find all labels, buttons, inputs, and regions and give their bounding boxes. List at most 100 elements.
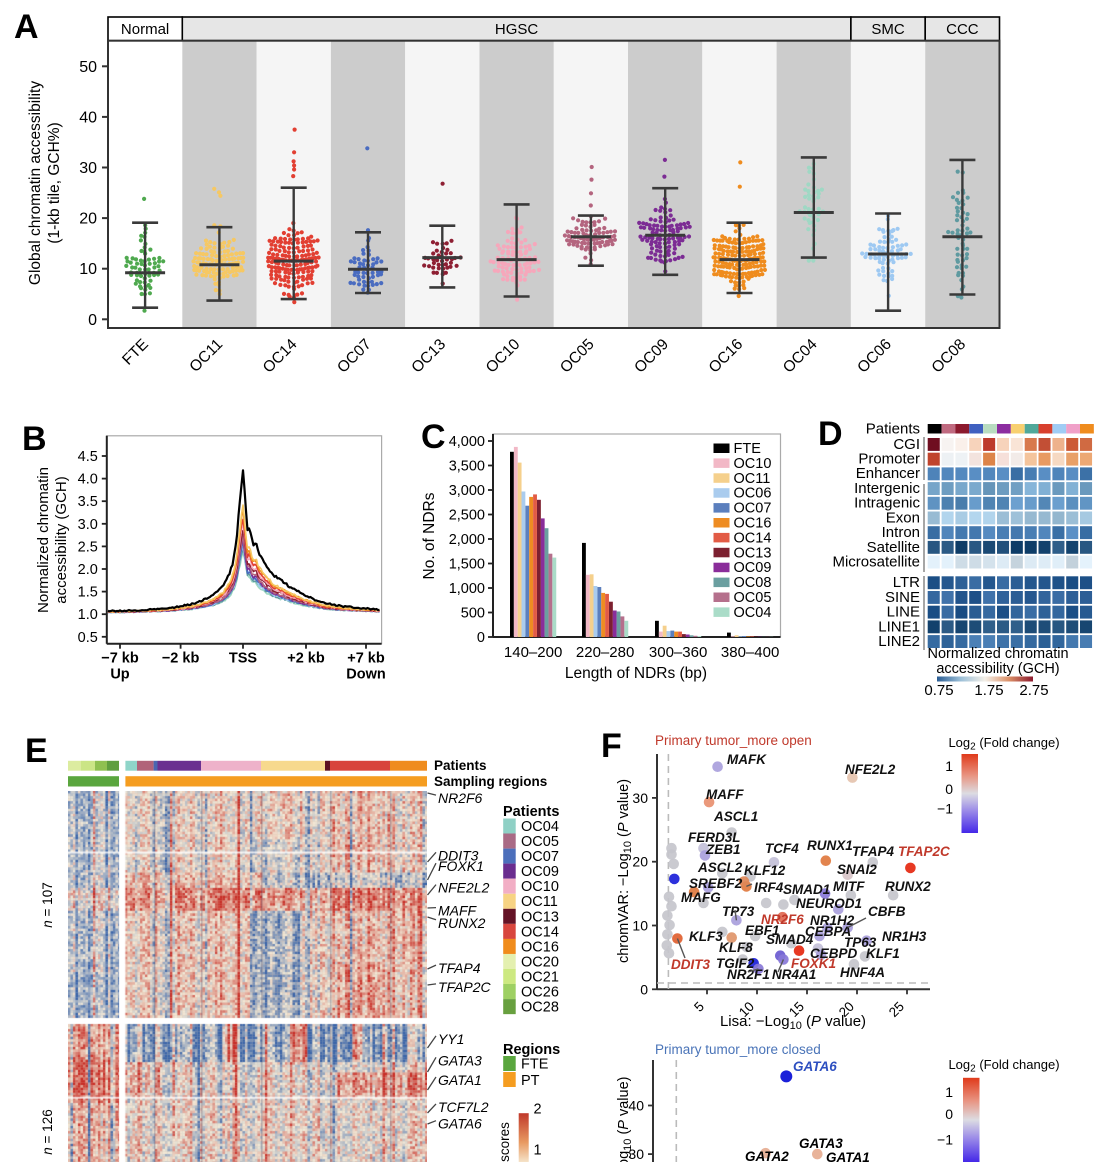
svg-text:SNAI2: SNAI2 xyxy=(837,862,877,877)
svg-text:GATA3: GATA3 xyxy=(799,1136,843,1151)
svg-text:500: 500 xyxy=(461,606,485,622)
svg-text:accessibility (GCH): accessibility (GCH) xyxy=(53,476,70,604)
svg-text:1,500: 1,500 xyxy=(449,557,485,573)
svg-text:OC06: OC06 xyxy=(854,336,895,377)
svg-text:OC10: OC10 xyxy=(521,879,559,895)
svg-text:No. of NDRs: No. of NDRs xyxy=(421,492,438,579)
svg-text:20: 20 xyxy=(632,854,648,870)
svg-text:OC20: OC20 xyxy=(521,955,559,971)
svg-text:LINE: LINE xyxy=(887,604,920,621)
svg-text:10: 10 xyxy=(79,261,97,278)
svg-text:OC04: OC04 xyxy=(780,336,821,377)
svg-text:GATA6: GATA6 xyxy=(793,1059,837,1074)
svg-text:TP73: TP73 xyxy=(722,904,755,919)
svg-text:KLF12: KLF12 xyxy=(744,863,786,878)
svg-text:EBF1: EBF1 xyxy=(745,923,780,938)
svg-text:OC08: OC08 xyxy=(734,575,772,591)
svg-text:DDIT3: DDIT3 xyxy=(671,957,710,972)
svg-text:C: C xyxy=(421,418,446,456)
svg-text:Down: Down xyxy=(346,667,385,683)
svg-text:OC11: OC11 xyxy=(521,894,558,910)
svg-text:SMC: SMC xyxy=(871,21,905,38)
svg-text:OC16: OC16 xyxy=(521,939,559,955)
svg-text:LTR: LTR xyxy=(893,574,920,591)
svg-text:Primary tumor_more open: Primary tumor_more open xyxy=(655,733,812,748)
svg-text:MAFF: MAFF xyxy=(706,787,744,802)
svg-text:30: 30 xyxy=(79,160,97,177)
svg-text:OC04: OC04 xyxy=(734,605,772,621)
svg-text:1: 1 xyxy=(534,1143,542,1159)
svg-text:4,000: 4,000 xyxy=(449,434,485,450)
svg-text:OC16: OC16 xyxy=(706,336,747,377)
svg-text:1: 1 xyxy=(945,758,953,774)
svg-text:GATA1: GATA1 xyxy=(438,1072,482,1088)
svg-text:30: 30 xyxy=(628,1146,644,1162)
svg-text:TGIF2: TGIF2 xyxy=(716,956,755,971)
svg-text:Global chromatin accessibility: Global chromatin accessibility xyxy=(27,81,44,285)
svg-text:FTE: FTE xyxy=(734,441,762,457)
svg-text:300–360: 300–360 xyxy=(649,644,707,661)
svg-text:0.75: 0.75 xyxy=(924,682,953,699)
svg-text:NFE2L2: NFE2L2 xyxy=(438,880,490,896)
svg-text:GATA1: GATA1 xyxy=(826,1150,870,1162)
svg-text:Normalized chromatin: Normalized chromatin xyxy=(927,646,1068,662)
svg-text:E: E xyxy=(25,732,48,770)
svg-text:MAFK: MAFK xyxy=(727,752,767,767)
svg-text:OC04: OC04 xyxy=(521,819,559,835)
svg-text:OC06: OC06 xyxy=(734,486,772,502)
svg-text:accessibility (GCH): accessibility (GCH) xyxy=(936,661,1059,677)
svg-text:4.5: 4.5 xyxy=(78,449,98,465)
svg-text:20: 20 xyxy=(79,211,97,228)
svg-text:MAFF: MAFF xyxy=(438,903,478,919)
svg-text:RUNX1: RUNX1 xyxy=(807,838,853,853)
svg-text:n = 126: n = 126 xyxy=(40,1109,55,1154)
svg-text:CCC: CCC xyxy=(946,21,979,38)
svg-text:1.5: 1.5 xyxy=(78,585,98,601)
svg-text:3,500: 3,500 xyxy=(449,459,485,475)
svg-text:1,000: 1,000 xyxy=(449,581,485,597)
svg-text:OC11: OC11 xyxy=(186,336,226,376)
svg-text:OC05: OC05 xyxy=(734,590,772,606)
svg-text:Enhancer: Enhancer xyxy=(856,465,920,482)
svg-text:Log2 (Fold change): Log2 (Fold change) xyxy=(948,735,1059,753)
svg-text:2: 2 xyxy=(534,1102,542,1118)
svg-text:OC09: OC09 xyxy=(521,864,559,880)
svg-text:2.75: 2.75 xyxy=(1019,682,1048,699)
svg-text:TFAP4: TFAP4 xyxy=(852,844,895,859)
svg-text:−2 kb: −2 kb xyxy=(162,651,200,667)
svg-text:NR2F1: NR2F1 xyxy=(727,967,770,982)
svg-text:scores: scores xyxy=(497,1122,512,1162)
svg-text:TFAP4: TFAP4 xyxy=(438,960,481,976)
svg-text:2,500: 2,500 xyxy=(449,508,485,524)
svg-text:FOXK1: FOXK1 xyxy=(438,858,484,874)
svg-text:NR1H3: NR1H3 xyxy=(882,929,927,944)
svg-text:MITF: MITF xyxy=(833,879,865,894)
svg-text:OC14: OC14 xyxy=(521,924,559,940)
svg-text:(1-kb tile, GCH%): (1-kb tile, GCH%) xyxy=(46,122,63,243)
svg-text:TCF7L2: TCF7L2 xyxy=(438,1099,489,1115)
svg-text:Lisa: −Log10 (P value): Lisa: −Log10 (P value) xyxy=(720,1013,866,1032)
svg-text:0.5: 0.5 xyxy=(78,630,98,646)
svg-text:OC28: OC28 xyxy=(521,1000,559,1016)
svg-text:Exon: Exon xyxy=(886,509,920,526)
svg-text:Log2 (Fold change): Log2 (Fold change) xyxy=(948,1057,1059,1075)
svg-text:10: 10 xyxy=(736,999,757,1020)
svg-text:OC26: OC26 xyxy=(521,985,559,1001)
svg-text:YY1: YY1 xyxy=(438,1031,464,1047)
svg-text:OC21: OC21 xyxy=(521,970,559,986)
svg-text:CBFB: CBFB xyxy=(868,904,906,919)
svg-text:NR2F6: NR2F6 xyxy=(761,912,804,927)
svg-text:Intron: Intron xyxy=(882,524,920,541)
svg-text:Normalized chromatin: Normalized chromatin xyxy=(35,467,52,613)
svg-text:SMAD4: SMAD4 xyxy=(766,932,814,947)
svg-text:TP63: TP63 xyxy=(844,935,877,950)
svg-text:OC16: OC16 xyxy=(734,516,772,532)
svg-text:2.0: 2.0 xyxy=(78,562,98,578)
svg-text:50: 50 xyxy=(79,59,97,76)
svg-text:15: 15 xyxy=(786,999,807,1020)
svg-text:RUNX2: RUNX2 xyxy=(885,879,931,894)
svg-text:Patients: Patients xyxy=(503,804,559,820)
svg-text:40: 40 xyxy=(79,109,97,126)
svg-text:Regions: Regions xyxy=(503,1042,560,1058)
svg-text:HNF4A: HNF4A xyxy=(840,965,885,980)
